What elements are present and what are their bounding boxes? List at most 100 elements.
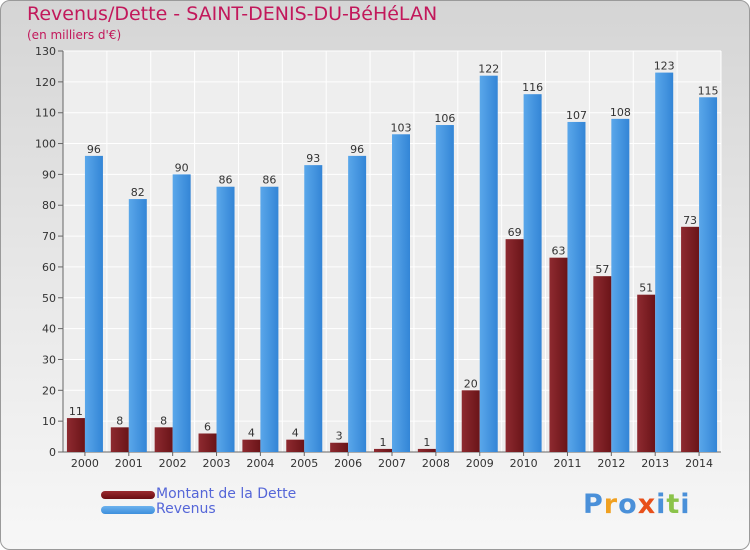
legend-label-revenus: Revenus [156, 501, 216, 517]
y-tick-label: 90 [42, 168, 56, 181]
x-tick-label: 2013 [641, 457, 669, 470]
legend-swatch-revenus [101, 506, 155, 514]
y-tick-label: 110 [35, 107, 56, 120]
bar-revenus [260, 186, 279, 452]
logo-letter: r [603, 489, 619, 520]
x-tick-label: 2003 [203, 457, 231, 470]
bar-revenus [435, 125, 454, 453]
data-label-revenus: 86 [262, 174, 276, 187]
x-tick-label: 2000 [71, 457, 99, 470]
bar-dette [198, 433, 217, 452]
logo-letter: i [680, 489, 691, 520]
x-tick-label: 2011 [553, 457, 581, 470]
y-tick-label: 10 [42, 415, 56, 428]
chart-title: Revenus/Dette - SAINT-DENIS-DU-BéHéLAN [27, 3, 438, 25]
data-label-revenus: 96 [350, 143, 364, 156]
bar-revenus [128, 199, 147, 452]
legend-label-dette: Montant de la Dette [156, 486, 297, 502]
data-label-dette: 20 [464, 377, 478, 390]
data-label-dette: 51 [639, 282, 653, 295]
x-tick-label: 2006 [334, 457, 362, 470]
x-tick-label: 2001 [115, 457, 143, 470]
x-tick-label: 2004 [246, 457, 274, 470]
logo-letter: i [656, 489, 667, 520]
data-label-dette: 11 [69, 405, 83, 418]
data-label-dette: 63 [551, 245, 565, 258]
data-label-revenus: 106 [434, 112, 455, 125]
chart-subtitle: (en milliers d'€) [27, 28, 122, 42]
x-tick-label: 2005 [290, 457, 318, 470]
bar-dette [374, 448, 392, 452]
logo-letter: x [637, 489, 657, 520]
bar-dette [593, 276, 612, 452]
data-label-revenus: 90 [175, 161, 189, 174]
bar-revenus [479, 75, 498, 452]
bar-revenus [172, 174, 191, 452]
logo-letter: P [583, 489, 604, 520]
bar-revenus [655, 72, 674, 452]
bar-revenus [523, 94, 542, 452]
y-tick-label: 50 [42, 292, 56, 305]
bar-dette [154, 427, 173, 452]
y-tick-label: 0 [49, 446, 56, 459]
bar-revenus [392, 134, 410, 453]
data-label-dette: 73 [683, 214, 697, 227]
y-tick-label: 70 [42, 230, 56, 243]
logo-letter: t [666, 489, 681, 520]
y-tick-label: 60 [42, 261, 56, 274]
data-label-dette: 1 [423, 436, 430, 449]
y-tick-label: 80 [42, 199, 56, 212]
data-label-dette: 6 [204, 420, 211, 433]
bar-dette [505, 239, 524, 452]
y-tick-label: 120 [35, 76, 56, 89]
data-label-revenus: 108 [610, 106, 631, 119]
bar-dette [637, 294, 656, 452]
x-tick-label: 2010 [510, 457, 538, 470]
bar-dette [286, 439, 305, 452]
legend-swatch-dette [101, 491, 155, 499]
data-label-revenus: 115 [698, 84, 719, 97]
x-tick-label: 2012 [597, 457, 625, 470]
bar-revenus [567, 121, 586, 452]
logo-letter: o [618, 489, 638, 520]
bar-dette [242, 439, 261, 452]
data-label-dette: 3 [336, 430, 343, 443]
data-label-dette: 8 [116, 414, 123, 427]
bar-dette [681, 226, 700, 452]
proxiti-logo: Proxiti [583, 489, 691, 520]
bar-dette [417, 448, 436, 452]
y-tick-label: 30 [42, 353, 56, 366]
y-tick-label: 100 [35, 138, 56, 151]
bar-revenus [699, 97, 718, 453]
x-tick-label: 2009 [466, 457, 494, 470]
bar-dette [330, 442, 349, 452]
x-tick-label: 2008 [422, 457, 450, 470]
y-tick-label: 130 [35, 45, 56, 58]
data-label-dette: 4 [292, 427, 299, 440]
data-label-dette: 57 [595, 263, 609, 276]
data-label-dette: 4 [248, 427, 255, 440]
data-label-dette: 69 [508, 226, 522, 239]
data-label-dette: 8 [160, 414, 167, 427]
data-label-revenus: 103 [391, 121, 412, 134]
bar-revenus [348, 155, 367, 452]
y-tick-label: 40 [42, 323, 56, 336]
data-label-revenus: 93 [306, 152, 320, 165]
data-label-revenus: 82 [131, 186, 145, 199]
bar-revenus [611, 118, 630, 452]
data-label-revenus: 96 [87, 143, 101, 156]
data-label-dette: 1 [380, 436, 387, 449]
bar-revenus [216, 186, 235, 452]
data-label-revenus: 107 [566, 109, 587, 122]
data-label-revenus: 86 [219, 174, 233, 187]
bar-dette [461, 390, 480, 452]
bar-revenus [304, 165, 323, 452]
x-tick-label: 2014 [685, 457, 713, 470]
x-tick-label: 2007 [378, 457, 406, 470]
data-label-revenus: 122 [478, 63, 499, 76]
bar-revenus [84, 155, 103, 452]
bar-dette [66, 418, 85, 452]
data-label-revenus: 116 [522, 81, 543, 94]
bar-dette [110, 427, 129, 452]
